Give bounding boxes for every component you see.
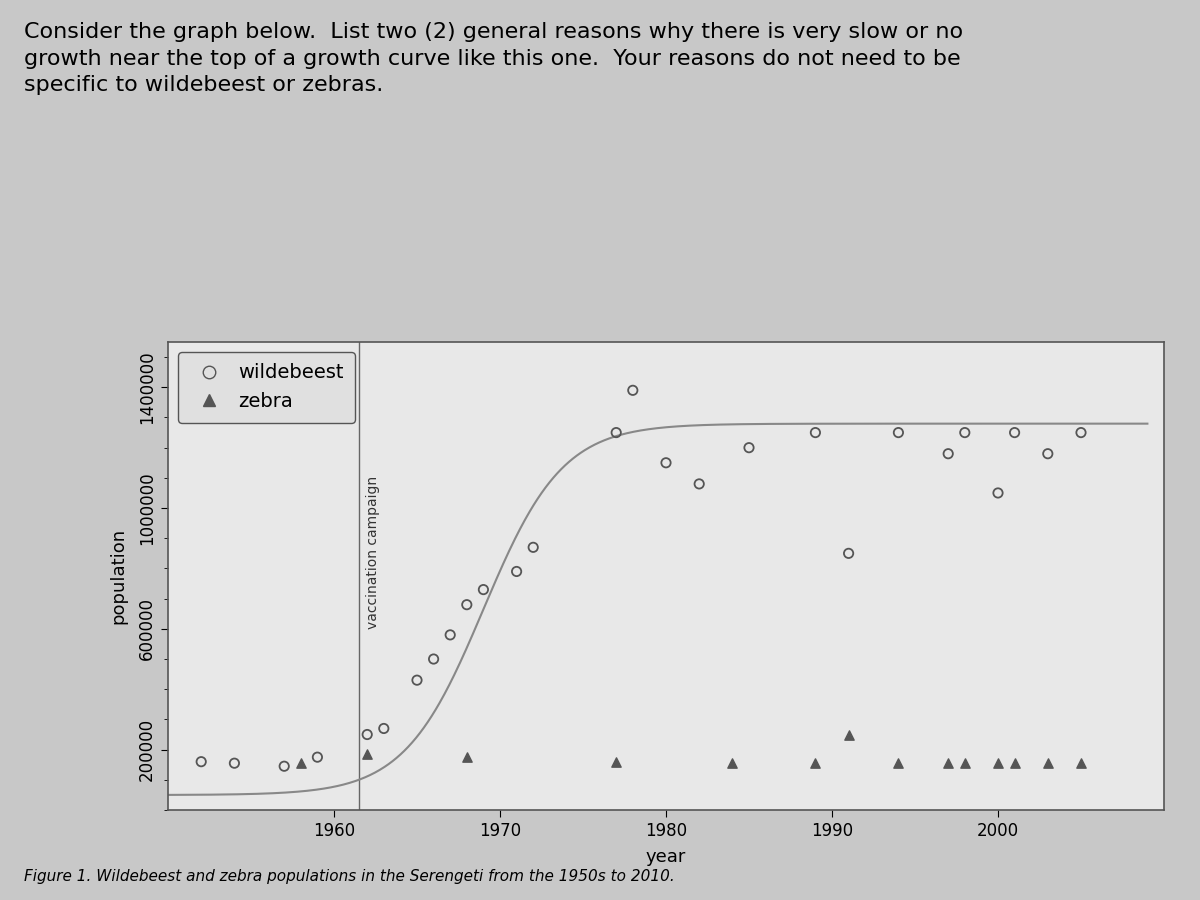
Y-axis label: population: population bbox=[109, 528, 127, 624]
Point bbox=[739, 440, 758, 454]
Point bbox=[656, 455, 676, 470]
Point bbox=[192, 754, 211, 769]
Point bbox=[989, 486, 1008, 500]
Point bbox=[508, 564, 527, 579]
Point bbox=[292, 756, 311, 770]
Point bbox=[358, 747, 377, 761]
Point bbox=[440, 627, 460, 642]
Point bbox=[224, 756, 244, 770]
Point bbox=[457, 598, 476, 612]
Point bbox=[424, 652, 443, 666]
Point bbox=[1038, 446, 1057, 461]
Point bbox=[607, 754, 626, 769]
Point bbox=[839, 727, 858, 742]
Point bbox=[308, 750, 328, 764]
Legend: wildebeest, zebra: wildebeest, zebra bbox=[178, 352, 355, 423]
Point bbox=[839, 546, 858, 561]
Point bbox=[1072, 756, 1091, 770]
Point bbox=[938, 756, 958, 770]
Text: vaccination campaign: vaccination campaign bbox=[366, 476, 379, 629]
Point bbox=[523, 540, 542, 554]
Point bbox=[955, 756, 974, 770]
Point bbox=[358, 727, 377, 742]
Point bbox=[889, 426, 908, 440]
Point bbox=[938, 446, 958, 461]
Point bbox=[955, 426, 974, 440]
Point bbox=[806, 426, 826, 440]
Point bbox=[474, 582, 493, 597]
Point bbox=[806, 756, 826, 770]
Text: Figure 1. Wildebeest and zebra populations in the Serengeti from the 1950s to 20: Figure 1. Wildebeest and zebra populatio… bbox=[24, 868, 674, 884]
Point bbox=[623, 383, 642, 398]
Point bbox=[690, 477, 709, 491]
Point bbox=[607, 426, 626, 440]
Point bbox=[457, 750, 476, 764]
Point bbox=[408, 673, 427, 688]
Point bbox=[374, 721, 394, 735]
Point bbox=[722, 756, 742, 770]
Point bbox=[1006, 756, 1025, 770]
Point bbox=[989, 756, 1008, 770]
Point bbox=[1072, 426, 1091, 440]
X-axis label: year: year bbox=[646, 848, 686, 866]
Point bbox=[889, 756, 908, 770]
Text: Consider the graph below.  List two (2) general reasons why there is very slow o: Consider the graph below. List two (2) g… bbox=[24, 22, 964, 95]
Point bbox=[1006, 426, 1025, 440]
Point bbox=[275, 759, 294, 773]
Point bbox=[1038, 756, 1057, 770]
